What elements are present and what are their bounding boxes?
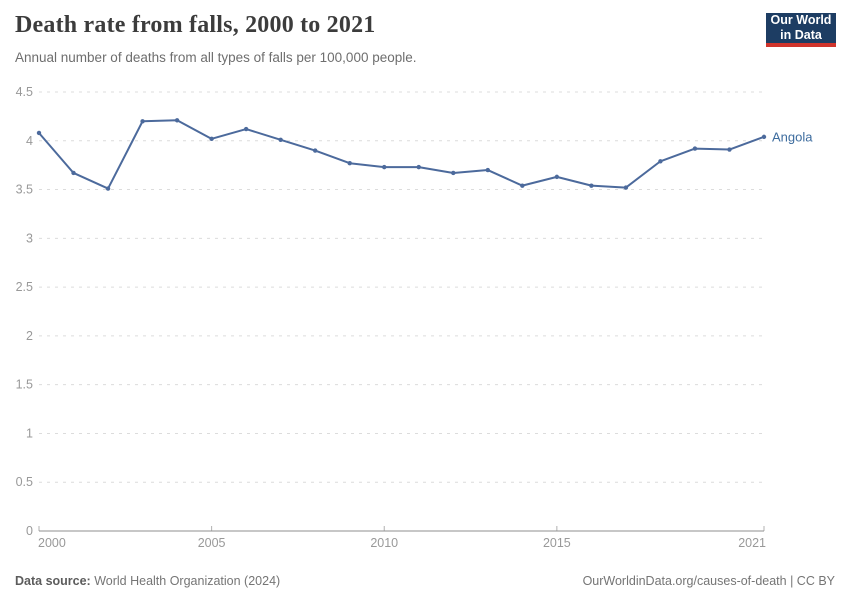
y-tick-label: 0.5 <box>16 475 33 489</box>
data-point-2009 <box>347 161 352 166</box>
y-tick-label: 2 <box>26 329 33 343</box>
y-tick-label: 3.5 <box>16 183 33 197</box>
data-point-2016 <box>589 183 594 188</box>
y-tick-label: 4.5 <box>16 85 33 99</box>
data-point-2019 <box>692 146 698 151</box>
series-label-angola[interactable]: Angola <box>772 129 813 144</box>
owid-logo-line2: in Data <box>780 28 822 42</box>
page-title: Death rate from falls, 2000 to 2021 <box>15 12 376 38</box>
data-source: Data source: World Health Organization (… <box>15 574 280 588</box>
x-tick-label: 2021 <box>738 536 766 550</box>
owid-logo-line1: Our World <box>770 13 832 27</box>
data-point-2004 <box>174 118 180 123</box>
data-point-2006 <box>243 126 249 132</box>
data-point-2013 <box>485 167 491 173</box>
data-point-2010 <box>382 164 387 170</box>
data-point-2003 <box>140 119 145 124</box>
data-point-2000 <box>36 130 42 136</box>
owid-logo[interactable]: Our World in Data <box>766 13 836 47</box>
data-point-2008 <box>312 148 318 153</box>
y-tick-label: 1.5 <box>16 378 33 392</box>
angola-line <box>38 119 765 190</box>
data-point-2014 <box>520 183 525 188</box>
y-tick-label: 2.5 <box>16 280 33 294</box>
data-point-2001 <box>71 170 76 176</box>
data-source-label: Data source: <box>15 574 91 588</box>
y-tick-label: 1 <box>26 426 33 440</box>
data-point-2011 <box>416 164 421 170</box>
data-point-2017 <box>623 185 629 190</box>
data-point-2015 <box>554 174 560 180</box>
data-point-2012 <box>451 170 456 176</box>
data-point-2021 <box>761 134 767 140</box>
data-source-text: World Health Organization (2024) <box>90 574 281 588</box>
x-tick-label: 2015 <box>543 536 571 550</box>
chart-subtitle: Annual number of deaths from all types o… <box>15 50 417 65</box>
data-point-2007 <box>278 137 283 143</box>
data-point-2020 <box>727 147 732 152</box>
data-point-2005 <box>209 136 214 142</box>
y-tick-label: 0 <box>26 524 33 538</box>
data-point-2018 <box>658 159 663 164</box>
y-tick-label: 3 <box>26 231 33 245</box>
y-tick-label: 4 <box>26 134 33 148</box>
x-tick-label: 2000 <box>38 536 66 550</box>
data-point-2002 <box>105 186 111 191</box>
chart-footer: Data source: World Health Organization (… <box>15 574 835 588</box>
x-tick-label: 2005 <box>198 536 226 550</box>
x-tick-label: 2010 <box>370 536 398 550</box>
citation-link[interactable]: OurWorldinData.org/causes-of-death | CC … <box>582 574 835 588</box>
